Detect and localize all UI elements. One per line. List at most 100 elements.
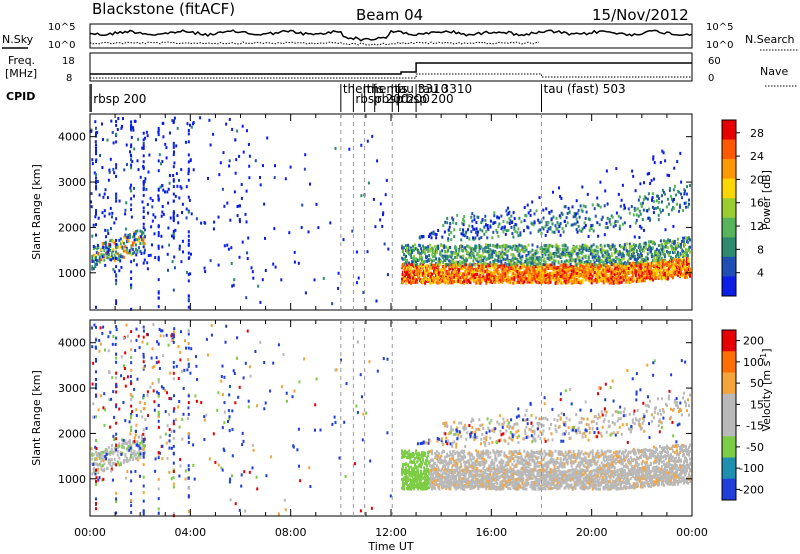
scatter-cell [616, 275, 619, 279]
scatter-cell [688, 262, 691, 266]
scatter-cell [164, 389, 167, 392]
scatter-cell [136, 456, 139, 460]
scatter-cell [119, 253, 122, 257]
scatter-cell [178, 474, 181, 478]
scatter-cell [478, 269, 481, 272]
scatter-cell [436, 266, 439, 269]
scatter-cell [348, 147, 351, 151]
scatter-cell [663, 271, 666, 275]
scatter-cell [512, 211, 515, 215]
scatter-cell [101, 454, 104, 458]
scatter-cell [415, 260, 418, 264]
scatter-cell [90, 326, 93, 330]
scatter-cell [634, 274, 637, 278]
scatter-cell [650, 264, 653, 268]
scatter-cell [161, 457, 164, 461]
scatter-cell [130, 120, 133, 124]
date-title: 15/Nov/2012 [592, 6, 689, 24]
scatter-cell [119, 255, 122, 259]
colorbar-tick-label: 4 [757, 267, 764, 280]
scatter-cell [457, 260, 460, 264]
scatter-cell [137, 235, 140, 239]
scatter-cell [125, 476, 128, 480]
scatter-cell [130, 277, 133, 280]
scatter-cell [531, 261, 534, 265]
nave-line [90, 73, 692, 79]
scatter-cell [563, 274, 566, 278]
scatter-cell [527, 243, 530, 247]
y-tick-label: 3000 [58, 176, 86, 189]
scatter-cell [683, 201, 686, 205]
scatter-cell [141, 415, 144, 419]
scatter-cell [406, 267, 409, 270]
scatter-cell [646, 197, 649, 201]
scatter-cell [379, 218, 382, 222]
scatter-cell [172, 185, 175, 189]
scatter-cell [133, 234, 136, 238]
scatter-cell [112, 141, 115, 145]
scatter-cell [539, 257, 542, 261]
scatter-cell [585, 248, 588, 252]
scatter-cell [482, 259, 485, 262]
scatter-cell [137, 334, 140, 338]
scatter-cell [511, 221, 514, 224]
scatter-cell [153, 364, 156, 368]
scatter-cell [210, 324, 213, 327]
scatter-cell [484, 255, 487, 259]
scatter-cell [172, 153, 175, 157]
scatter-cell [615, 256, 618, 260]
scatter-cell [172, 233, 175, 236]
scatter-cell [187, 132, 190, 136]
scatter-cell [151, 205, 154, 209]
scatter-cell [442, 276, 445, 280]
scatter-cell [151, 347, 154, 351]
scatter-cell [293, 260, 296, 264]
scatter-cell [115, 278, 118, 282]
scatter-cell [478, 263, 481, 266]
scatter-cell [606, 202, 609, 206]
scatter-cell [606, 273, 609, 277]
scatter-cell [658, 208, 661, 212]
scatter-cell [225, 122, 228, 126]
scatter-cell [516, 266, 519, 270]
scatter-cell [115, 174, 118, 178]
scatter-cell [505, 276, 508, 280]
scatter-cell [570, 269, 573, 273]
scatter-cell [613, 244, 616, 248]
scatter-cell [434, 244, 437, 248]
scatter-cell [501, 255, 504, 259]
scatter-cell [95, 126, 98, 130]
scatter-cell [274, 265, 277, 269]
scatter-cell [410, 266, 413, 270]
scatter-cell [115, 376, 118, 380]
scatter-cell [654, 261, 657, 264]
scatter-cell [513, 255, 516, 259]
scatter-cell [621, 275, 624, 279]
scatter-cell [154, 457, 157, 461]
scatter-cell [125, 442, 128, 446]
scatter-cell [681, 239, 684, 243]
scatter-cell [436, 277, 439, 281]
scatter-cell [92, 259, 95, 263]
scatter-cell [651, 273, 654, 277]
scatter-cell [469, 246, 472, 250]
scatter-cell [447, 237, 450, 241]
scatter-cell [678, 190, 681, 194]
scatter-cell [556, 267, 559, 271]
scatter-cell [137, 448, 140, 452]
scatter-cell [194, 394, 197, 398]
scatter-cell [609, 222, 612, 226]
scatter-cell [604, 251, 607, 255]
scatter-cell [471, 265, 474, 269]
scatter-cell [402, 250, 405, 253]
scatter-cell [98, 255, 101, 259]
scatter-cell [662, 151, 665, 155]
scatter-cell [157, 224, 160, 228]
scatter-cell [181, 211, 184, 214]
scatter-cell [95, 258, 98, 262]
scatter-cell [140, 439, 143, 443]
scatter-cell [646, 257, 649, 261]
scatter-cell [513, 275, 516, 279]
scatter-cell [420, 234, 423, 238]
